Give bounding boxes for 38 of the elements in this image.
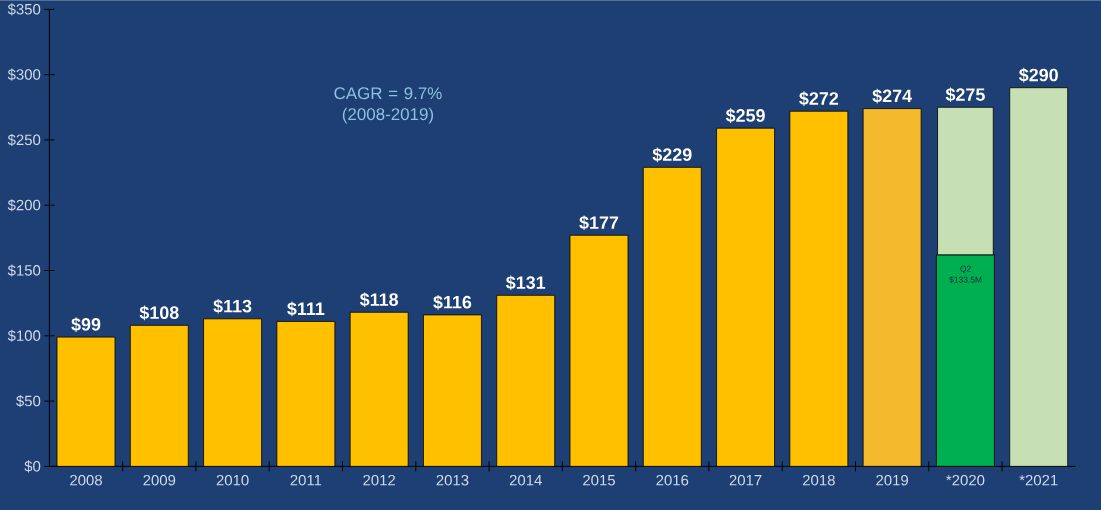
x-tick-label: 2014: [509, 474, 542, 486]
total-label: $259: [725, 108, 765, 123]
annotation: CAGR = 9.7% (2008-2019): [334, 87, 442, 124]
total-label: $290: [1018, 67, 1058, 83]
x-tick-label: *2021: [1019, 474, 1058, 486]
total-label: $229: [652, 147, 692, 162]
total-label: $111: [287, 301, 325, 317]
x-tick-label: 2019: [876, 474, 909, 486]
total-label: $108: [139, 305, 179, 320]
total-label: $118: [359, 292, 399, 307]
x-tick-label: *2020: [946, 474, 985, 486]
total-label: $113: [213, 298, 252, 314]
annotation: Q2 $133.5M: [949, 265, 982, 283]
y-tick-label: $100: [7, 329, 41, 342]
total-label: $274: [872, 88, 912, 104]
y-tick-label: $50: [16, 394, 41, 407]
x-tick-label: 2010: [216, 474, 249, 486]
total-label: $272: [799, 91, 839, 106]
x-tick-label: 2012: [363, 474, 396, 486]
y-tick-label: $200: [7, 199, 41, 212]
x-tick-label: 2018: [802, 474, 835, 486]
y-tick-label: $150: [7, 264, 41, 277]
total-label: $177: [579, 215, 619, 230]
y-tick-label: $250: [7, 133, 41, 146]
x-tick-label: 2009: [143, 474, 176, 486]
total-label: $99: [71, 317, 101, 332]
total-label: $116: [433, 294, 472, 310]
x-tick-label: 2015: [583, 474, 615, 486]
x-tick-label: 2016: [656, 474, 689, 486]
x-tick-label: 2008: [70, 474, 102, 486]
x-tick-label: 2013: [436, 474, 469, 486]
total-label: $131: [506, 275, 546, 290]
y-tick-label: $350: [7, 3, 41, 16]
y-tick-label: $0: [24, 460, 41, 473]
x-tick-label: 2017: [729, 474, 762, 486]
y-tick-label: $300: [7, 68, 41, 81]
x-tick-label: 2011: [290, 474, 322, 486]
total-label: $275: [945, 87, 985, 102]
